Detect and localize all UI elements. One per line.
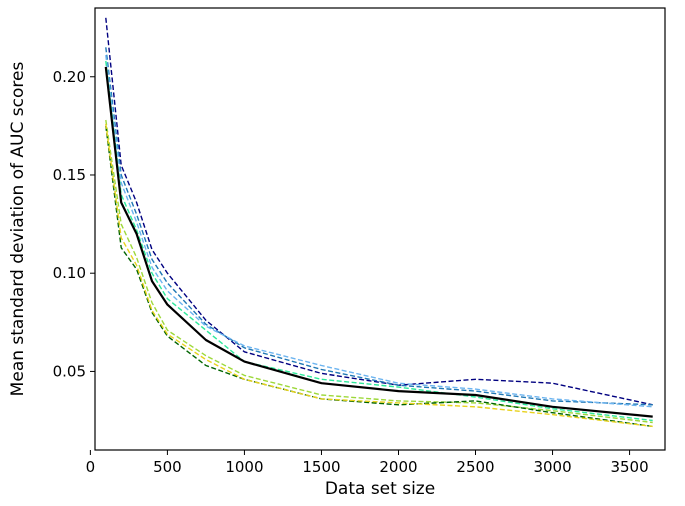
x-tick-label: 1000 bbox=[225, 458, 263, 476]
x-tick-label: 1500 bbox=[302, 458, 340, 476]
y-tick-label: 0.15 bbox=[53, 166, 86, 184]
y-axis-label: Mean standard deviation of AUC scores bbox=[8, 62, 28, 397]
ticks-layer: 0 500 1000 1500 2000 2500 3000 3500 0.05 0.10 0.15… bbox=[53, 68, 649, 476]
series-line-5 bbox=[104, 66, 653, 418]
series-line-1 bbox=[105, 17, 653, 406]
x-tick-label: 2000 bbox=[379, 458, 417, 476]
plot-frame bbox=[94, 7, 666, 451]
x-axis-label: Data set size bbox=[325, 479, 435, 499]
series-line-3 bbox=[105, 55, 653, 408]
y-tick-label: 0.05 bbox=[53, 362, 86, 380]
x-tick-label: 500 bbox=[153, 458, 182, 476]
x-tick-label: 2500 bbox=[456, 458, 494, 476]
series-line-7 bbox=[105, 125, 653, 428]
series-line-4 bbox=[105, 60, 653, 422]
y-tick-label: 0.20 bbox=[53, 68, 86, 86]
x-tick-label: 3500 bbox=[610, 458, 648, 476]
series-line-6 bbox=[105, 119, 653, 424]
series-line-2 bbox=[105, 47, 653, 406]
x-tick-label: 3000 bbox=[533, 458, 571, 476]
series-line-8 bbox=[105, 123, 653, 428]
y-tick-label: 0.10 bbox=[53, 264, 86, 282]
x-tick-label: 0 bbox=[86, 458, 96, 476]
series-layer bbox=[104, 17, 653, 428]
